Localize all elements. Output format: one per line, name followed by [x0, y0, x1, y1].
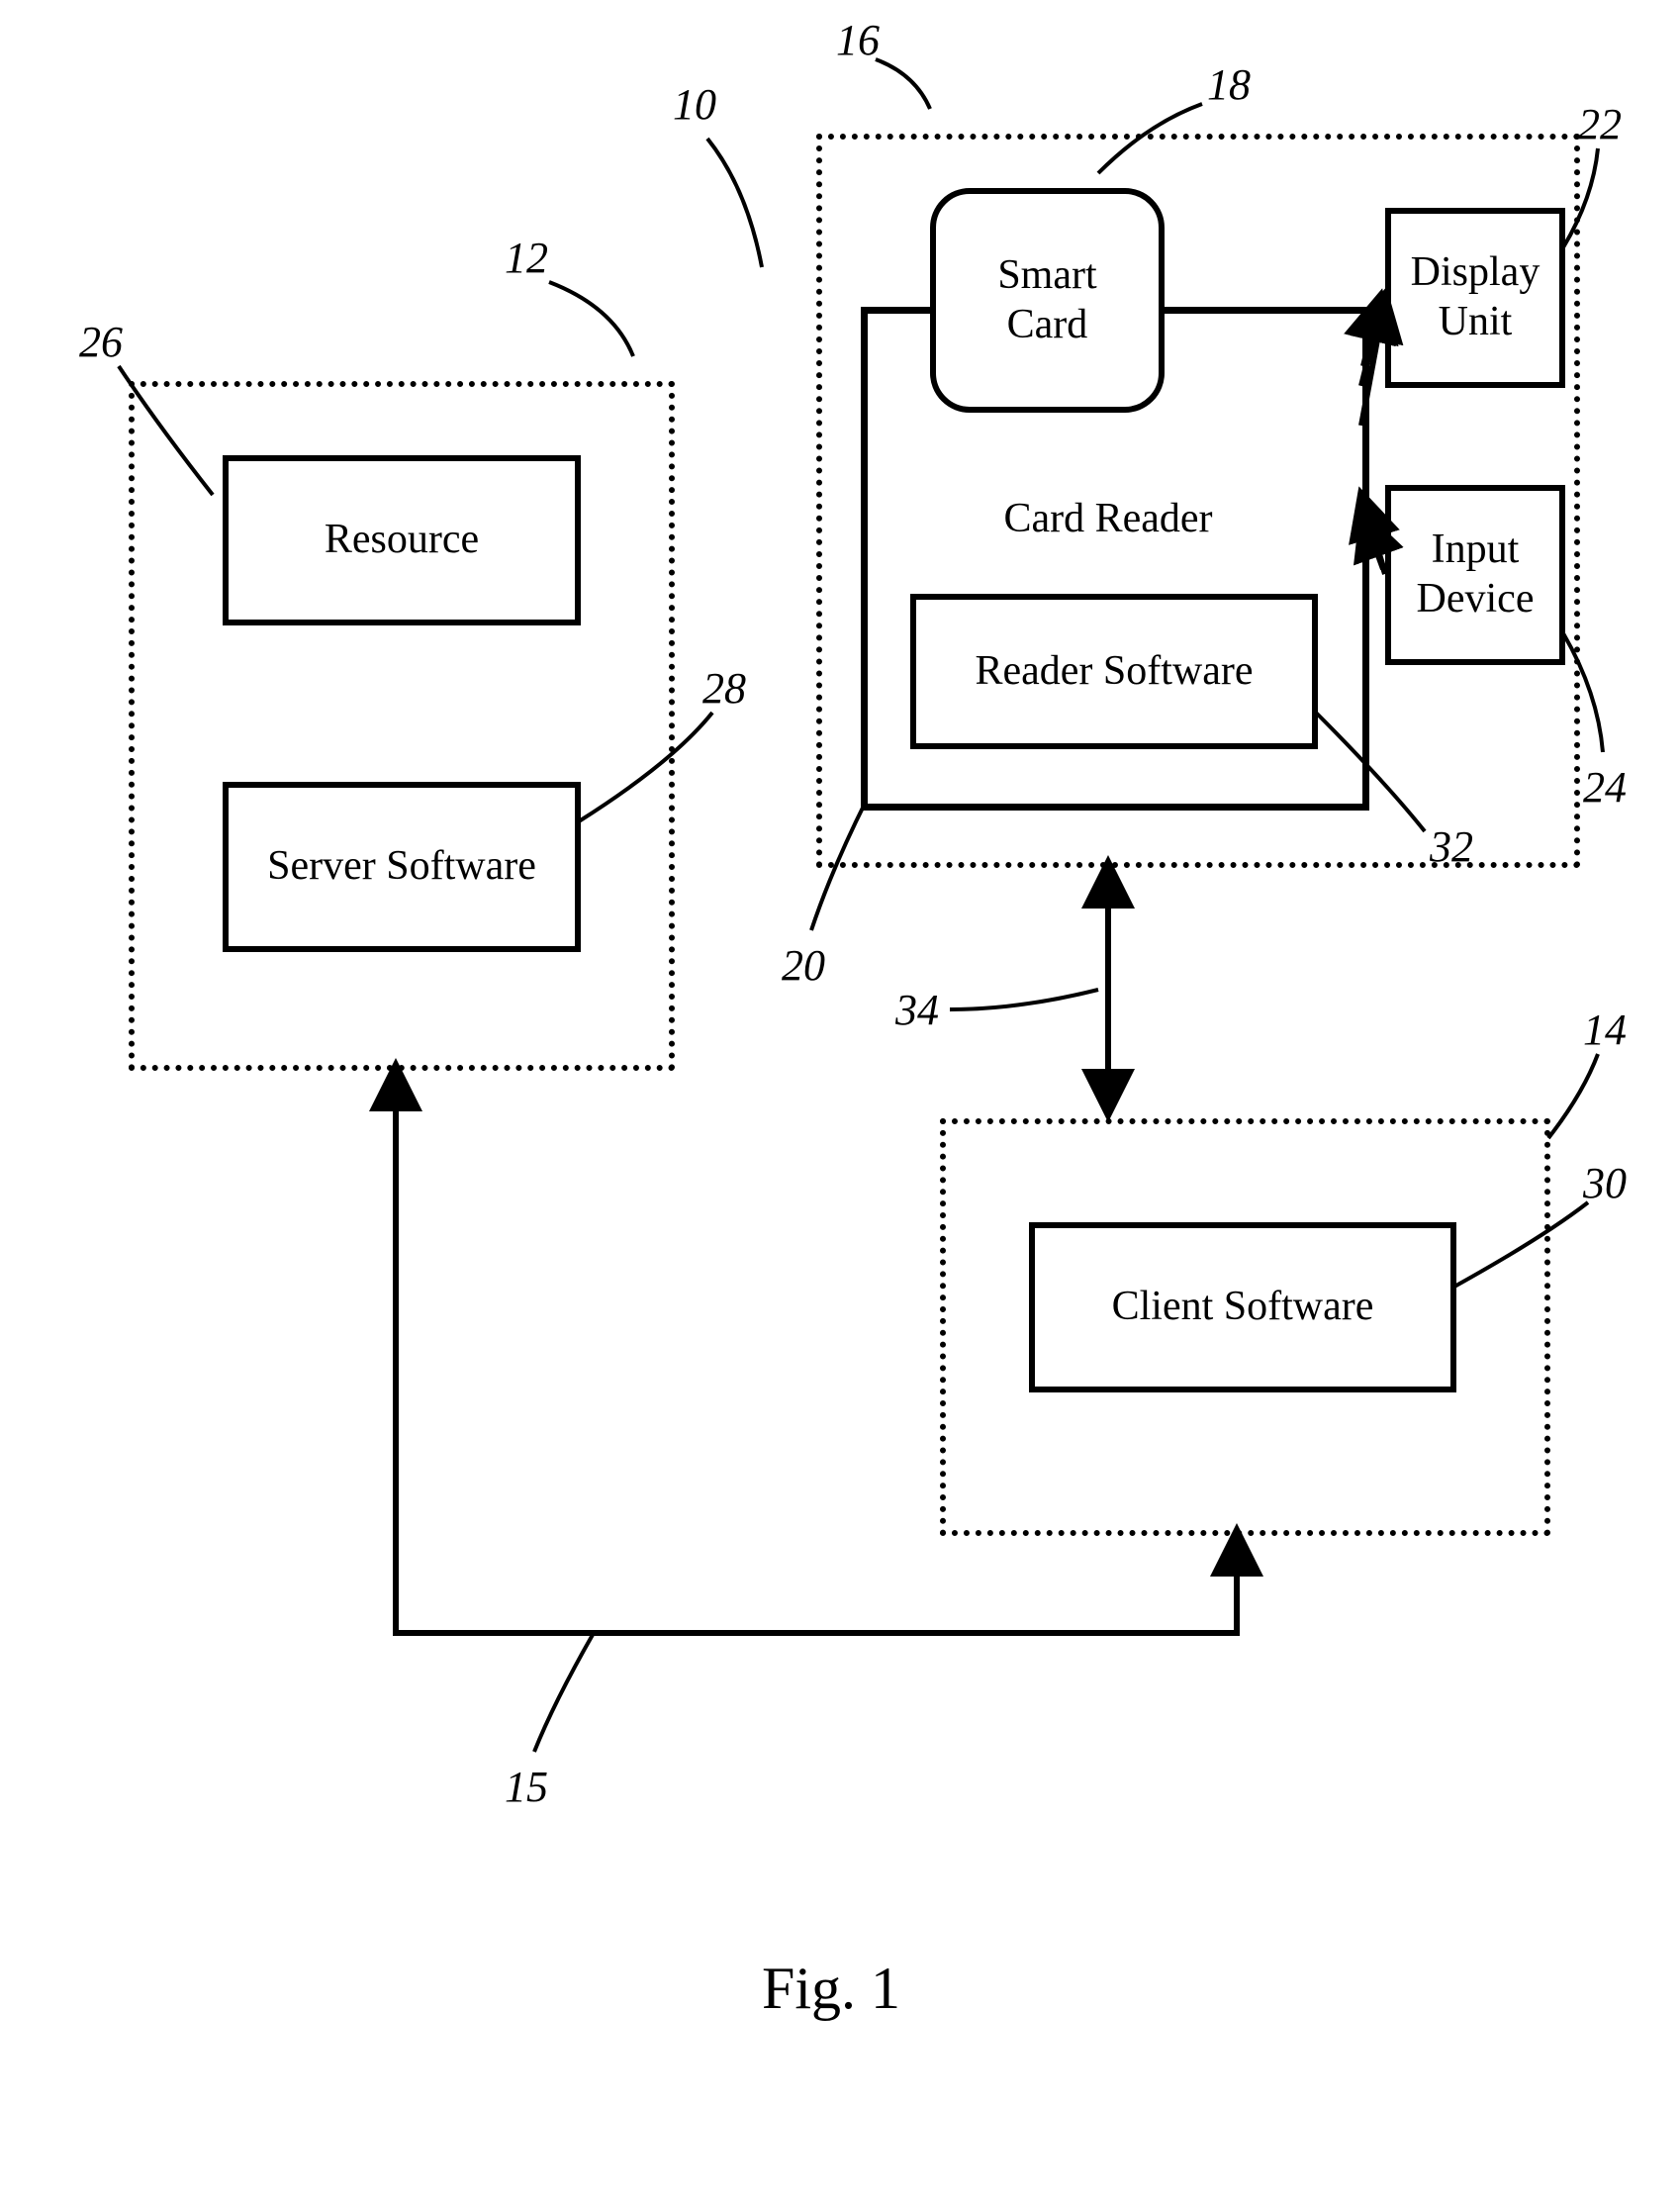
- figure-stage: Resource Server Software Card Reader Rea…: [0, 0, 1680, 2203]
- card-reader-label: Card Reader: [1003, 496, 1212, 541]
- ref-30: 30: [1583, 1158, 1627, 1208]
- ref-12: 12: [505, 233, 548, 283]
- server-software-box: Server Software: [223, 782, 581, 952]
- resource-box: Resource: [223, 455, 581, 625]
- display-unit-box: Display Unit: [1385, 208, 1565, 388]
- reader-software-box: Reader Software: [910, 594, 1318, 749]
- ref-28: 28: [702, 663, 746, 714]
- ref-15: 15: [505, 1762, 548, 1812]
- smart-card-box: Smart Card: [930, 188, 1165, 413]
- reader-software-label: Reader Software: [975, 647, 1253, 697]
- ref-10: 10: [673, 79, 716, 130]
- resource-label: Resource: [325, 516, 479, 565]
- ref-34: 34: [895, 985, 939, 1035]
- server-software-label: Server Software: [267, 842, 536, 892]
- display-unit-label: Display Unit: [1411, 248, 1540, 346]
- ref-14: 14: [1583, 1005, 1627, 1055]
- input-device-box: Input Device: [1385, 485, 1565, 665]
- card-reader-label-wrap: Card Reader: [861, 495, 1355, 544]
- ref-26: 26: [79, 317, 123, 367]
- client-software-label: Client Software: [1112, 1283, 1374, 1332]
- ref-24: 24: [1583, 762, 1627, 813]
- input-device-label: Input Device: [1417, 526, 1535, 623]
- figure-label: Fig. 1: [762, 1955, 900, 2023]
- ref-16: 16: [836, 15, 880, 65]
- client-software-box: Client Software: [1029, 1222, 1456, 1392]
- ref-18: 18: [1207, 59, 1251, 110]
- ref-32: 32: [1430, 821, 1473, 872]
- ref-20: 20: [782, 940, 825, 991]
- smart-card-label: Smart Card: [997, 251, 1096, 349]
- ref-22: 22: [1578, 99, 1622, 149]
